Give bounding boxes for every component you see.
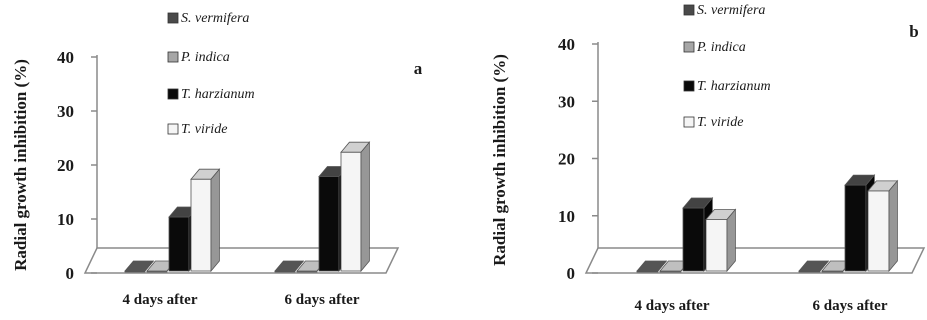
y-tick-label: 10 [558,207,575,226]
y-tick-label: 30 [558,92,575,111]
y-tick-label: 30 [57,102,74,121]
bar-t--viride [340,141,371,273]
legend-entry: T. viride [683,115,743,130]
y-tick-label: 20 [558,150,575,169]
legend-entry: P. indica [167,50,230,65]
panel-label: b [909,22,918,41]
bar-p--indica [146,260,177,273]
legend-swatch [683,41,695,53]
legend-swatch [683,116,695,128]
legend-swatch [167,51,179,63]
legend-entry: S. vermifera [167,11,249,26]
y-tick-label: 10 [57,210,74,229]
y-tick-label: 40 [57,48,74,67]
x-category-label: 4 days after [123,292,198,308]
y-tick-label: 40 [558,35,575,54]
legend-swatch [683,80,695,92]
legend-label: T. viride [697,115,743,130]
legend-entry: T. harzianum [683,79,771,94]
legend-entry: T. viride [167,122,227,137]
x-category-label: 6 days after [813,298,888,314]
y-tick-label: 20 [57,156,74,175]
y-axis-label: Radial growth inhibition (%) [11,59,30,271]
bar-t--viride [867,179,899,273]
legend-swatch [683,4,695,16]
legend-label: S. vermifera [697,3,765,18]
bar-s--vermifera [124,260,155,273]
y-axis-label: Radial growth inhibition (%) [490,54,509,266]
y-tick-label: 0 [66,264,75,283]
bar-t--viride [705,208,737,273]
legend-entry: T. harzianum [167,87,255,102]
bar-t--viride [190,168,221,273]
legend-swatch [167,12,179,24]
legend-label: P. indica [180,50,230,65]
x-category-label: 6 days after [285,292,360,308]
legend-swatch [167,88,179,100]
bar-s--vermifera [636,260,668,273]
bar-s--vermifera [798,260,830,273]
legend-entry: P. indica [683,40,746,55]
legend-label: T. harzianum [181,87,255,102]
y-tick-label: 0 [567,264,576,283]
legend-label: P. indica [696,40,746,55]
chart-panel-b: 0 10 20 30 40 Radial growth inhibition (%) 4 d… [490,3,926,314]
legend-swatch [167,123,179,135]
legend-label: T. harzianum [697,79,771,94]
chart-panel-a: 0 10 20 30 40 Radial growth inhibition (%) 4 d… [11,11,423,308]
legend-label: S. vermifera [181,11,249,26]
bar-s--vermifera [274,260,305,273]
legend-entry: S. vermifera [683,3,765,18]
legend-label: T. viride [181,122,227,137]
x-category-label: 4 days after [635,298,710,314]
panel-label: a [414,59,423,78]
